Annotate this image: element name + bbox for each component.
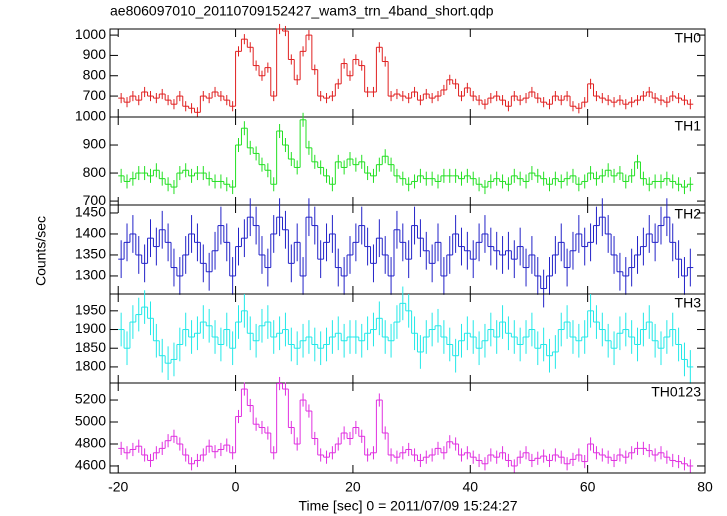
y-tick-label: 900 [83, 136, 107, 152]
y-tick-label: 1850 [75, 339, 106, 355]
y-tick-label: 1900 [75, 320, 106, 336]
x-tick-label: 20 [345, 479, 361, 495]
chart-title: ae806097010_20110709152427_wam3_trn_4ban… [110, 3, 494, 19]
panel-label: TH3 [675, 295, 702, 311]
y-tick-label: 1000 [75, 108, 106, 124]
y-tick-label: 700 [83, 87, 107, 103]
x-tick-label: -20 [108, 479, 128, 495]
panel-frame [109, 293, 706, 384]
y-tick-label: 1400 [75, 225, 106, 241]
y-tick-label: 1950 [75, 302, 106, 318]
panel-frame [109, 382, 706, 474]
y-tick-label: 1350 [75, 246, 106, 262]
x-axis-label: Time [sec] 0 = 2011/07/09 15:24:27 [298, 498, 517, 514]
y-tick-label: 4600 [75, 457, 106, 473]
y-tick-label: 700 [83, 192, 107, 208]
y-tick-label: 5200 [75, 391, 106, 407]
panel-frame [109, 204, 706, 295]
x-tick-label: 0 [232, 479, 240, 495]
y-tick-label: 1800 [75, 358, 106, 374]
y-tick-label: 800 [83, 66, 107, 82]
x-tick-label: 40 [462, 479, 478, 495]
y-tick-label: 900 [83, 46, 107, 62]
x-tick-label: 80 [697, 479, 713, 495]
panel-frame [109, 116, 706, 206]
panel-label: TH1 [675, 118, 702, 134]
y-tick-label: 800 [83, 164, 107, 180]
y-axis-label: Counts/sec [33, 216, 49, 286]
y-tick-label: 1300 [75, 267, 106, 283]
y-tick-label: 1000 [75, 26, 106, 42]
y-tick-label: 1450 [75, 204, 106, 220]
panel-label: TH0 [675, 30, 702, 46]
y-tick-label: 5000 [75, 413, 106, 429]
panel-label: TH0123 [651, 384, 701, 400]
panel-frame [109, 28, 706, 118]
panel-label: TH2 [675, 206, 702, 222]
x-tick-label: 60 [580, 479, 596, 495]
y-tick-label: 4800 [75, 435, 106, 451]
